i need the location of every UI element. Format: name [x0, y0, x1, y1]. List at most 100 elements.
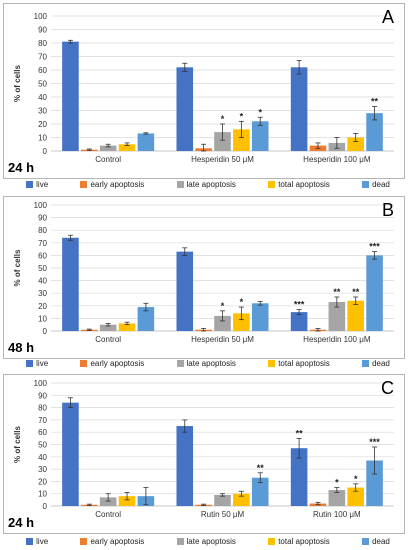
chart-panel-c: 0 10 20 30 40 50 60 70 80 90 100 % of cells Control *…	[3, 374, 405, 534]
bar	[328, 302, 346, 331]
y-tick-label: 0	[43, 147, 48, 156]
bar	[176, 67, 194, 151]
legend-item: early apoptosis	[80, 537, 144, 546]
legend-swatch	[80, 360, 88, 367]
y-axis-label: % of cells	[13, 65, 22, 102]
y-tick-label: 10	[38, 314, 47, 323]
y-tick-label: 60	[38, 251, 47, 260]
legend-label: early apoptosis	[90, 180, 145, 189]
y-tick-label: 50	[38, 441, 47, 450]
significance-label: ***	[369, 437, 380, 447]
bar	[176, 251, 194, 331]
legend-label: dead	[372, 537, 390, 546]
bar	[118, 323, 136, 331]
legend-c: live early apoptosis late apoptosis tota…	[10, 537, 406, 546]
chart-panel-b: 0 10 20 30 40 50 60 70 80 90 100 % of cells Control *…	[3, 196, 405, 359]
legend-item: live	[26, 180, 48, 189]
legend-label: late apoptosis	[186, 180, 236, 189]
significance-label: **	[352, 287, 360, 297]
legend-label: early apoptosis	[90, 537, 145, 546]
y-tick-label: 60	[38, 428, 47, 437]
bar	[251, 121, 269, 151]
y-tick-label: 70	[38, 239, 47, 248]
y-tick-label: 40	[38, 277, 47, 286]
bar	[137, 133, 155, 151]
y-tick-label: 0	[43, 502, 48, 511]
x-tick-label: Hesperidin 50 μM	[191, 335, 254, 344]
bar	[366, 113, 383, 151]
bar	[347, 487, 364, 506]
legend-label: late apoptosis	[186, 359, 236, 368]
legend-swatch	[362, 181, 370, 188]
significance-label: *	[335, 478, 339, 488]
y-tick-label: 40	[38, 453, 47, 462]
chart-svg: 0 10 20 30 40 50 60 70 80 90 100 % of cells Control *…	[13, 201, 394, 344]
legend-label: live	[36, 180, 49, 189]
y-tick-label: 10	[38, 134, 47, 143]
time-label: 24 h	[8, 160, 35, 175]
significance-label: **	[257, 463, 265, 473]
y-tick-label: 30	[38, 107, 47, 116]
bar	[137, 307, 155, 331]
time-label: 48 h	[8, 340, 35, 355]
chart-svg: 0 10 20 30 40 50 60 70 80 90 100 % of cells Control *…	[13, 12, 394, 164]
x-tick-label: Control	[95, 335, 121, 344]
panel-letter: B	[381, 200, 394, 220]
bar	[251, 477, 269, 506]
legend-label: early apoptosis	[90, 359, 145, 368]
legend-item: late apoptosis	[176, 359, 236, 368]
x-tick-label: Control	[95, 510, 121, 519]
significance-label: **	[371, 96, 379, 106]
legend-item: early apoptosis	[80, 359, 144, 368]
bar	[233, 493, 250, 506]
legend-swatch	[268, 538, 276, 545]
legend-item: live	[26, 537, 48, 546]
bar	[118, 496, 136, 506]
y-tick-label: 70	[38, 53, 47, 62]
legend-swatch	[268, 181, 276, 188]
y-tick-label: 100	[34, 12, 48, 21]
bar	[347, 300, 364, 331]
bar	[328, 490, 346, 506]
y-tick-label: 100	[34, 379, 48, 388]
bar	[176, 426, 194, 506]
y-tick-label: 100	[34, 201, 48, 210]
legend-swatch	[176, 181, 184, 188]
legend-item: total apoptosis	[268, 359, 330, 368]
y-tick-label: 80	[38, 39, 47, 48]
significance-label: *	[354, 474, 358, 484]
x-tick-label: Rutin 50 μM	[201, 510, 245, 519]
y-axis-label: % of cells	[13, 249, 22, 286]
legend-label: late apoptosis	[186, 537, 236, 546]
time-label: 24 h	[8, 515, 35, 530]
legend-label: dead	[372, 359, 390, 368]
legend-swatch	[176, 360, 184, 367]
significance-label: *	[221, 301, 225, 311]
bar	[118, 144, 136, 151]
legend-item: live	[26, 359, 48, 368]
legend-swatch	[26, 538, 34, 545]
legend-swatch	[362, 538, 370, 545]
legend-swatch	[80, 181, 88, 188]
y-tick-label: 0	[43, 327, 48, 336]
x-tick-label: Hesperidin 100 μM	[303, 335, 371, 344]
y-tick-label: 20	[38, 302, 47, 311]
legend-label: total apoptosis	[278, 180, 330, 189]
legend-label: dead	[372, 180, 390, 189]
x-tick-label: Rutin 100 μM	[313, 510, 361, 519]
y-tick-label: 60	[38, 66, 47, 75]
legend-item: dead	[362, 180, 390, 189]
chart-panel-a: 0 10 20 30 40 50 60 70 80 90 100 % of cells Control *…	[3, 3, 405, 179]
legend-swatch	[26, 360, 34, 367]
panel-letter: C	[381, 378, 394, 398]
y-tick-label: 30	[38, 289, 47, 298]
legend-item: early apoptosis	[80, 180, 144, 189]
y-tick-label: 50	[38, 80, 47, 89]
significance-label: **	[333, 287, 341, 297]
legend-swatch	[268, 360, 276, 367]
y-tick-label: 10	[38, 490, 47, 499]
bar	[214, 494, 231, 506]
bar	[366, 255, 383, 331]
bar	[62, 237, 79, 331]
bar	[62, 402, 79, 506]
